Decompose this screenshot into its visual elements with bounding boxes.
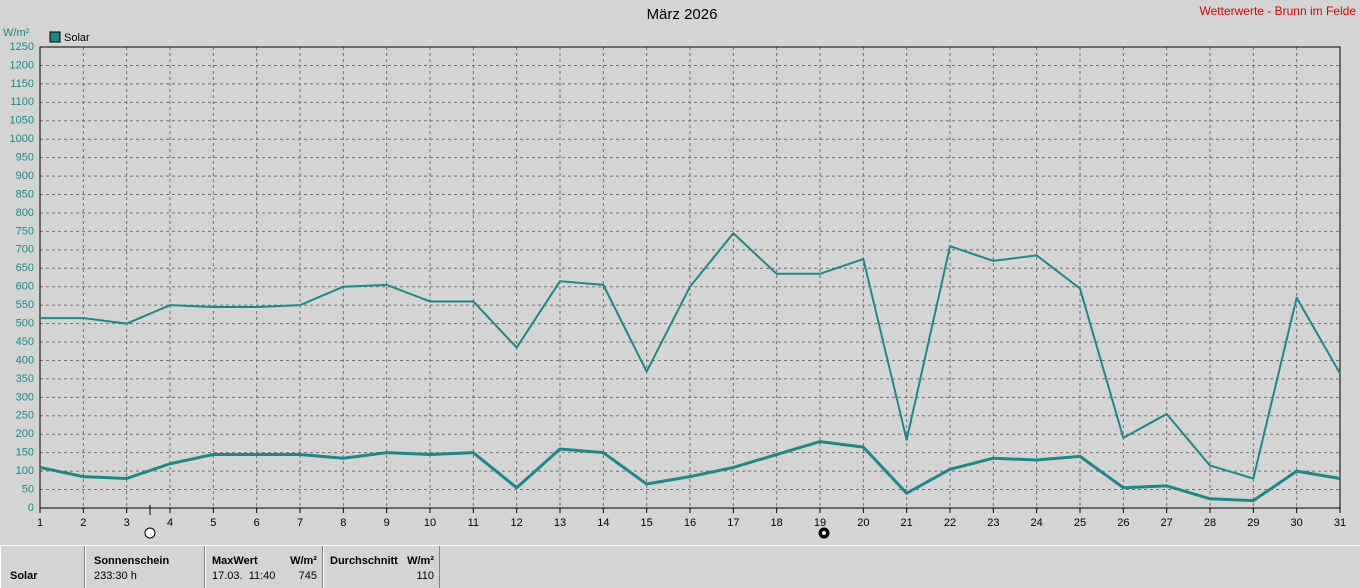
stats-table: Solar Sonnenschein 233:30 h MaxWert W/m²… <box>0 545 1360 588</box>
x-tick-label: 5 <box>210 517 216 529</box>
legend: Solar <box>49 31 90 44</box>
source: Wetterwerte - Brunn im Felde <box>1200 4 1357 18</box>
y-tick-label: 850 <box>16 188 34 200</box>
y-axis-label: W/m² <box>3 27 30 39</box>
y-tick-label: 100 <box>16 465 34 477</box>
x-tick-label: 9 <box>384 517 390 529</box>
y-tick-label: 1050 <box>10 115 34 127</box>
x-tick-label: 15 <box>641 517 653 529</box>
y-tick-label: 650 <box>16 262 34 274</box>
average-unit: W/m² <box>407 555 434 567</box>
x-tick-label: 13 <box>554 517 566 529</box>
x-tick-label: 7 <box>297 517 303 529</box>
x-tick-label: 23 <box>987 517 999 529</box>
line <box>39 440 1341 503</box>
x-tick-label: 22 <box>944 517 956 529</box>
y-tick-label: 200 <box>16 428 34 440</box>
y-tick-label: 750 <box>16 225 34 237</box>
y-tick-label: 550 <box>16 299 34 311</box>
x-tick-label: 25 <box>1074 517 1086 529</box>
x-tick-label: 19 <box>814 517 826 529</box>
x-tick-label: 26 <box>1117 517 1129 529</box>
legend-swatch <box>49 31 61 43</box>
row-label-cell: Solar <box>0 546 85 588</box>
y-tick-label: 50 <box>22 483 34 495</box>
x-tick-label: 30 <box>1291 517 1303 529</box>
average-label: Durchschnitt <box>330 555 398 567</box>
y-tick-label: 500 <box>16 318 34 330</box>
y-tick-label: 350 <box>16 373 34 385</box>
sunshine-label: Sonnenschein <box>94 555 170 567</box>
x-tick-label: 18 <box>771 517 783 529</box>
x-tick-label: 24 <box>1031 517 1043 529</box>
legend-label: Solar <box>64 32 90 44</box>
x-tick-label: 27 <box>1161 517 1173 529</box>
y-tick-label: 1250 <box>10 41 34 53</box>
row-label: Solar <box>10 570 38 582</box>
x-tick-label: 8 <box>340 517 346 529</box>
y-tick-label: 600 <box>16 281 34 293</box>
x-tick-label: 6 <box>254 517 260 529</box>
y-tick-label: 900 <box>16 170 34 182</box>
max-cell: MaxWert W/m² 17.03. 11:40 745 <box>205 546 323 588</box>
y-tick-label: 1100 <box>10 96 34 108</box>
y-tick-label: 800 <box>16 207 34 219</box>
x-tick-label: 1 <box>37 517 43 529</box>
max-unit: W/m² <box>290 555 317 567</box>
average-cell: Durchschnitt W/m² 110 <box>323 546 440 588</box>
average-value: 110 <box>416 570 434 582</box>
line <box>40 232 1341 480</box>
y-tick-label: 1150 <box>10 78 34 90</box>
moon-full <box>144 527 156 539</box>
x-tick-label: 4 <box>167 517 173 529</box>
y-tick-label: 950 <box>16 152 34 164</box>
max-value: 745 <box>298 570 317 582</box>
x-tick-label: 12 <box>511 517 523 529</box>
x-tick-label: 10 <box>424 517 436 529</box>
x-tick-label: 31 <box>1334 517 1346 529</box>
x-tick-label: 2 <box>80 517 86 529</box>
y-tick-label: 250 <box>16 410 34 422</box>
y-tick-label: 450 <box>16 336 34 348</box>
max-time: 17.03. 11:40 <box>212 570 276 582</box>
y-tick-label: 0 <box>28 502 34 514</box>
x-tick-label: 11 <box>468 517 479 529</box>
chart: März 2026 Wetterwerte - Brunn im Felde W… <box>3 4 1357 539</box>
x-tick-label: 17 <box>727 517 739 529</box>
x-tick-label: 28 <box>1204 517 1216 529</box>
y-tick-label: 700 <box>16 244 34 256</box>
chart-title: März 2026 <box>647 6 718 23</box>
sunshine-value: 233:30 h <box>94 570 137 582</box>
max-label: MaxWert <box>212 555 258 567</box>
y-tick-label: 400 <box>16 354 34 366</box>
x-tick-label: 16 <box>684 517 696 529</box>
sunshine-cell: Sonnenschein 233:30 h <box>85 546 205 588</box>
x-tick-label: 21 <box>901 517 913 529</box>
y-tick-label: 1000 <box>10 133 34 145</box>
y-tick-label: 300 <box>16 391 34 403</box>
y-tick-label: 150 <box>16 447 34 459</box>
y-tick-label: 1200 <box>10 59 34 71</box>
x-tick-label: 29 <box>1247 517 1259 529</box>
x-tick-label: 3 <box>124 517 130 529</box>
moon-new-dot <box>822 531 826 535</box>
x-tick-label: 14 <box>597 517 609 529</box>
x-tick-label: 20 <box>857 517 869 529</box>
plot-frame <box>39 46 1341 509</box>
